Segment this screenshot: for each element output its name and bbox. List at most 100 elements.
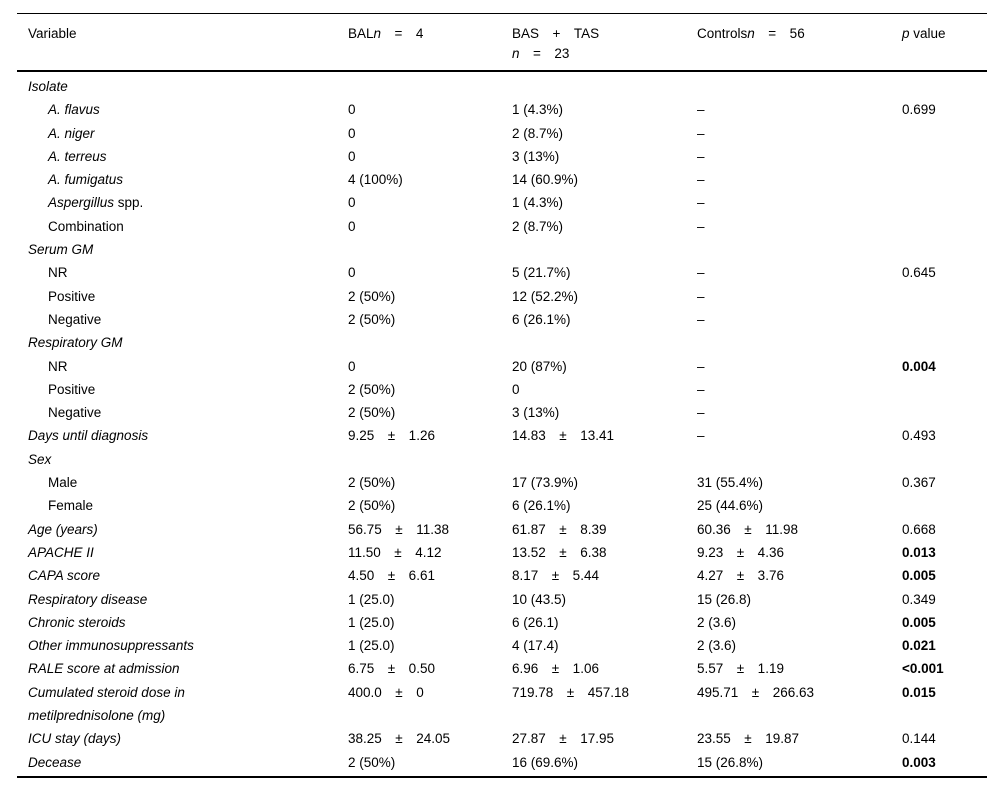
cell-bastas: 20 (87%) (512, 358, 567, 374)
table-row: Chronic steroids 1 (25.0) 6 (26.1) 2 (3.… (17, 611, 987, 634)
cell-controls: – (697, 218, 705, 234)
header-bal-name: BAL (348, 26, 374, 41)
variable-cell: Respiratory disease (17, 588, 348, 611)
header-variable-label: Variable (28, 26, 77, 41)
header-controls-count: = 56 (754, 26, 805, 41)
header-bastas: BAS + TAS n = 23 (512, 24, 697, 64)
variable-cell: Aspergillus spp. (17, 191, 348, 214)
cell-bal: 0 (348, 102, 356, 118)
table-row: Aspergillus spp. 0 1 (4.3%) – (17, 191, 987, 214)
header-pvalue: p value (902, 24, 987, 44)
table-row: CAPA score 4.50 ± 6.61 8.17 ± 5.44 4.27 … (17, 564, 987, 587)
cell-bastas: 1 (4.3%) (512, 102, 564, 118)
table-body: Isolate A. flavus 0 1 (4.3%) – 0.699 A. … (17, 72, 987, 778)
cell-controls: 15 (26.8%) (697, 754, 764, 770)
cell-bastas: 14 (60.9%) (512, 172, 579, 188)
cell-bastas: 8.17 ± 5.44 (512, 568, 599, 584)
row-label: CAPA score (28, 568, 101, 584)
variable-cell: NR (17, 261, 348, 284)
cell-bal: 0 (348, 148, 356, 164)
cell-bastas: 12 (52.2%) (512, 288, 579, 304)
cell-bastas: 6 (26.1%) (512, 311, 571, 327)
row-label: APACHE II (28, 544, 94, 560)
row-label: Days until diagnosis (28, 428, 149, 444)
cell-bal: 400.0 ± 0 (348, 684, 424, 700)
cell-pvalue: 0.021 (902, 638, 936, 654)
row-label: NR (48, 265, 68, 281)
cell-controls: 60.36 ± 11.98 (697, 521, 798, 537)
variable-cell: Isolate (17, 75, 348, 98)
cell-bastas: 719.78 ± 457.18 (512, 684, 629, 700)
row-label: A. terreus (48, 148, 107, 164)
cell-bastas: 4 (17.4) (512, 638, 559, 654)
row-label: Age (years) (28, 521, 98, 537)
cell-pvalue: 0.493 (902, 428, 936, 444)
variable-cell: Respiratory GM (17, 331, 348, 354)
cell-bal: 0 (348, 358, 356, 374)
cell-controls: – (697, 148, 705, 164)
cell-controls: 4.27 ± 3.76 (697, 568, 784, 584)
table-row: NR 0 20 (87%) – 0.004 (17, 355, 987, 378)
cell-bal: 2 (50%) (348, 498, 396, 514)
table-row: Female 2 (50%) 6 (26.1%) 25 (44.6%) (17, 494, 987, 517)
row-label: Combination (48, 218, 124, 234)
cell-bal: 0 (348, 265, 356, 281)
cell-bastas: 1 (4.3%) (512, 195, 564, 211)
table-row: A. niger 0 2 (8.7%) – (17, 122, 987, 145)
row-label: A. flavus (48, 102, 100, 118)
cell-pvalue: <0.001 (902, 661, 944, 677)
row-label: Chronic steroids (28, 614, 126, 630)
cell-bal: 1 (25.0) (348, 638, 395, 654)
cell-bal: 38.25 ± 24.05 (348, 731, 450, 747)
variable-cell: Sex (17, 448, 348, 471)
table-row: Male 2 (50%) 17 (73.9%) 31 (55.4%) 0.367 (17, 471, 987, 494)
row-label: Serum GM (28, 242, 94, 258)
header-bal-n: n (373, 26, 382, 41)
cell-controls: 5.57 ± 1.19 (697, 661, 784, 677)
variable-cell: A. fumigatus (17, 168, 348, 191)
table-row: Age (years) 56.75 ± 11.38 61.87 ± 8.39 6… (17, 518, 987, 541)
table-row: A. terreus 0 3 (13%) – (17, 145, 987, 168)
header-controls: Controlsn = 56 (697, 24, 902, 44)
cell-bal: 0 (348, 218, 356, 234)
cell-controls: – (697, 405, 705, 421)
cell-pvalue: 0.645 (902, 265, 936, 281)
cell-bal: 4 (100%) (348, 172, 403, 188)
table-row: Negative 2 (50%) 6 (26.1%) – (17, 308, 987, 331)
variable-cell: CAPA score (17, 564, 348, 587)
cell-bal: 6.75 ± 0.50 (348, 661, 435, 677)
cell-bastas: 61.87 ± 8.39 (512, 521, 607, 537)
cell-bastas: 17 (73.9%) (512, 475, 579, 491)
header-bastas-count-line: n = 23 (512, 44, 697, 64)
cell-pvalue: 0.699 (902, 102, 936, 118)
cell-controls: 23.55 ± 19.87 (697, 731, 799, 747)
variable-cell: ICU stay (days) (17, 727, 348, 750)
cell-pvalue: 0.349 (902, 591, 936, 607)
cell-bal: 1 (25.0) (348, 591, 395, 607)
cell-pvalue: 0.004 (902, 358, 936, 374)
cell-bastas: 5 (21.7%) (512, 265, 571, 281)
header-bal: BALn = 4 (348, 24, 512, 44)
variable-cell: RALE score at admission (17, 657, 348, 680)
cell-bastas: 3 (13%) (512, 405, 560, 421)
cell-bal: 4.50 ± 6.61 (348, 568, 435, 584)
header-bastas-name: BAS + TAS (512, 26, 600, 41)
variable-cell: Positive (17, 285, 348, 308)
table-row: Positive 2 (50%) 12 (52.2%) – (17, 285, 987, 308)
cell-bal: 9.25 ± 1.26 (348, 428, 435, 444)
row-label: Respiratory disease (28, 591, 148, 607)
table-row: Negative 2 (50%) 3 (13%) – (17, 401, 987, 424)
cell-controls: – (697, 381, 705, 397)
comparison-table: Variable BALn = 4 BAS + TAS n = 23 Contr… (17, 13, 987, 778)
row-label: Decease (28, 754, 82, 770)
cell-bastas: 6 (26.1) (512, 614, 559, 630)
cell-pvalue: 0.668 (902, 521, 936, 537)
cell-bastas: 6 (26.1%) (512, 498, 571, 514)
cell-controls: 9.23 ± 4.36 (697, 544, 784, 560)
cell-pvalue: 0.013 (902, 544, 936, 560)
variable-cell: Days until diagnosis (17, 424, 348, 447)
variable-cell: APACHE II (17, 541, 348, 564)
cell-pvalue: 0.003 (902, 754, 936, 770)
row-label: Positive (48, 288, 96, 304)
table-row: Serum GM (17, 238, 987, 261)
